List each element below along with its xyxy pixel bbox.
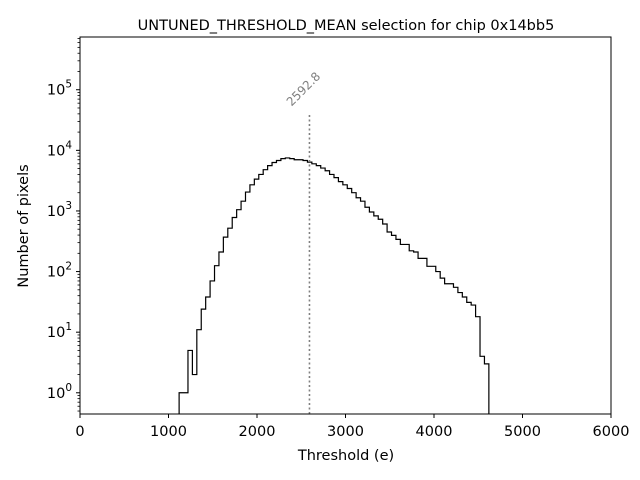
y-tick-label: 100 — [47, 382, 72, 402]
y-tick-label: 102 — [47, 261, 72, 281]
x-tick-label: 6000 — [593, 424, 630, 440]
y-tick-label: 104 — [47, 139, 72, 159]
plot-frame — [79, 36, 612, 415]
y-tick-base: 10 — [47, 143, 65, 159]
x-tick-label: 2000 — [239, 424, 276, 440]
x-axis-label: Threshold (e) — [297, 448, 394, 464]
y-tick-base: 10 — [47, 386, 65, 402]
histogram-outline — [178, 157, 490, 414]
y-tick-label: 105 — [47, 79, 72, 99]
y-tick-exponent: 1 — [65, 321, 72, 333]
y-tick-exponent: 0 — [65, 382, 72, 394]
y-tick-label: 103 — [47, 200, 72, 220]
x-tick-label: 0 — [75, 424, 84, 440]
y-tick-base: 10 — [47, 325, 65, 341]
x-axis-ticks: 0 1000 2000 3000 4000 5000 6000 — [75, 414, 629, 440]
mean-threshold-label: 2592.8 — [284, 69, 324, 109]
y-tick-exponent: 2 — [65, 261, 72, 273]
y-tick-exponent: 4 — [65, 139, 72, 151]
y-tick-label: 101 — [47, 321, 72, 341]
x-tick-label: 4000 — [416, 424, 453, 440]
x-tick-label: 1000 — [150, 424, 187, 440]
x-tick-label: 5000 — [504, 424, 541, 440]
y-tick-base: 10 — [47, 265, 65, 281]
x-tick-label: 3000 — [327, 424, 364, 440]
y-tick-exponent: 3 — [65, 200, 72, 212]
chart-title: UNTUNED_THRESHOLD_MEAN selection for chi… — [138, 18, 555, 34]
y-tick-base: 10 — [47, 83, 65, 99]
y-tick-exponent: 5 — [65, 79, 72, 91]
y-tick-base: 10 — [47, 204, 65, 220]
y-axis-label: Number of pixels — [16, 164, 32, 287]
